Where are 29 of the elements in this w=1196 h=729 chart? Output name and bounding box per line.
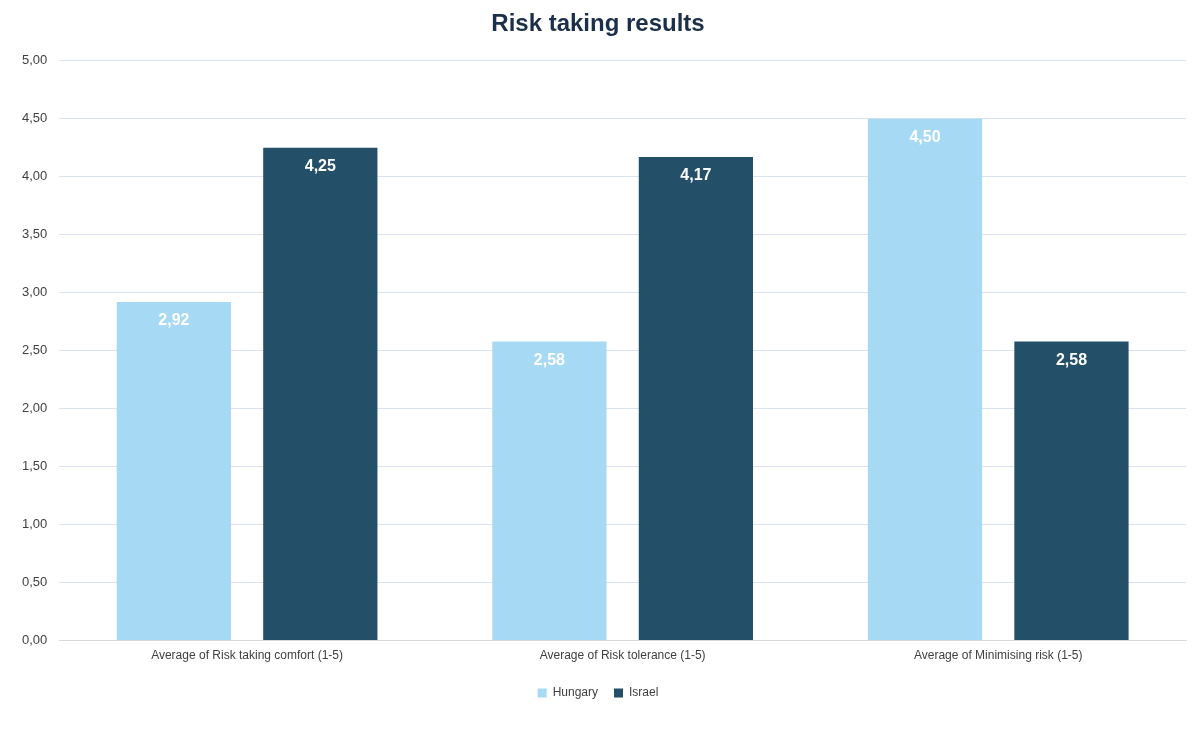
bar bbox=[116, 302, 231, 641]
data-label: 2,58 bbox=[1055, 350, 1088, 368]
bar bbox=[1014, 341, 1129, 641]
y-tick-label: 2,50 bbox=[21, 342, 48, 358]
y-tick-label: 3,50 bbox=[21, 226, 48, 242]
data-label: 4,17 bbox=[680, 166, 712, 184]
y-tick-label: 5,00 bbox=[21, 52, 48, 68]
data-label: 2,92 bbox=[158, 311, 190, 329]
x-tick-label: Average of Risk taking comfort (1-5) bbox=[151, 648, 344, 663]
y-tick-label: 0,50 bbox=[21, 574, 48, 590]
y-tick-label: 4,50 bbox=[21, 110, 48, 126]
y-tick-label: 4,00 bbox=[21, 168, 48, 184]
y-tick-label: 0,00 bbox=[21, 632, 48, 648]
y-tick-label: 1,00 bbox=[21, 516, 48, 532]
bar bbox=[867, 118, 983, 641]
bar bbox=[263, 147, 378, 641]
y-tick-label: 3,00 bbox=[21, 284, 48, 300]
bar bbox=[492, 341, 607, 641]
y-tick-label: 1,50 bbox=[21, 458, 48, 474]
legend-label: Israel bbox=[629, 685, 659, 700]
legend-label: Hungary bbox=[552, 685, 599, 700]
chart-title: Risk taking results bbox=[491, 9, 705, 37]
x-tick-label: Average of Risk tolerance (1-5) bbox=[539, 648, 706, 663]
x-tick-label: Average of Minimising risk (1-5) bbox=[913, 648, 1083, 663]
data-label: 2,58 bbox=[533, 350, 566, 368]
data-label: 4,25 bbox=[304, 157, 336, 175]
bar bbox=[638, 157, 754, 641]
data-label: 4,50 bbox=[909, 128, 941, 146]
y-tick-label: 2,00 bbox=[21, 400, 48, 416]
